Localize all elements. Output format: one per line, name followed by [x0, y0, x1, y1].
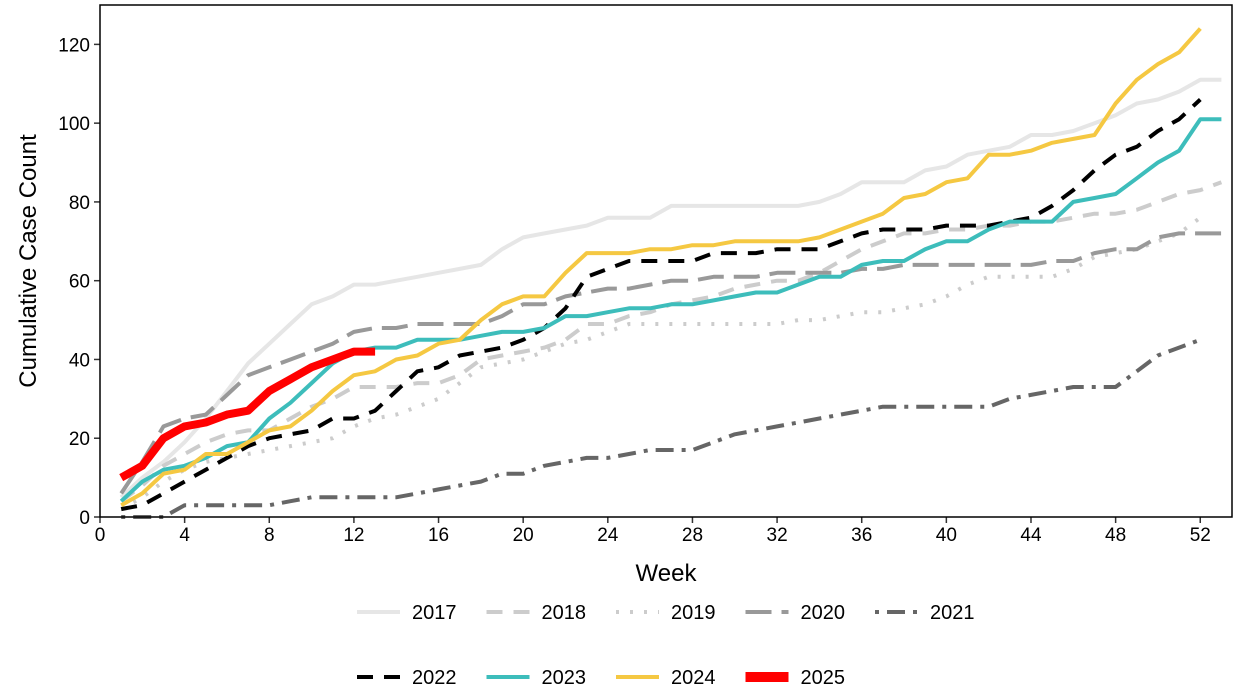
legend-label: 2024	[671, 667, 716, 689]
y-tick-label: 40	[69, 350, 90, 371]
x-tick-label: 12	[343, 525, 364, 546]
x-tick-label: 20	[513, 525, 534, 546]
y-tick-label: 0	[79, 508, 90, 529]
x-tick-label: 4	[179, 525, 190, 546]
y-tick-label: 80	[69, 193, 90, 214]
x-tick-label: 48	[1105, 525, 1126, 546]
plot-border	[99, 4, 1233, 518]
x-tick-label: 16	[428, 525, 449, 546]
series-line	[120, 27, 1202, 507]
x-tick-label: 8	[264, 525, 275, 546]
legend-label: 2020	[801, 602, 846, 624]
series-line	[119, 77, 1222, 499]
x-tick-label: 32	[767, 525, 788, 546]
x-tick-label: 52	[1190, 525, 1211, 546]
legend-label: 2022	[412, 667, 457, 689]
x-tick-label: 28	[682, 525, 703, 546]
legend-label: 2023	[542, 667, 587, 689]
x-tick-label: 40	[936, 525, 957, 546]
x-tick-label: 24	[597, 525, 619, 546]
legend-label: 2025	[801, 667, 846, 689]
x-tick-label: 36	[851, 525, 872, 546]
legend-label: 2018	[542, 602, 587, 624]
x-axis-title: Week	[636, 560, 698, 587]
x-tick-label: 44	[1020, 525, 1042, 546]
y-axis-title: Cumulative Case Count	[15, 134, 42, 388]
y-tick-label: 60	[69, 272, 90, 293]
y-tick-label: 20	[69, 429, 90, 450]
legend-label: 2021	[930, 602, 975, 624]
legend-label: 2019	[671, 602, 716, 624]
series-line	[121, 337, 1201, 519]
series-line	[119, 347, 376, 482]
x-tick-label: 0	[95, 525, 106, 546]
series-line	[120, 180, 1223, 503]
series-line	[119, 231, 1222, 495]
series-line	[119, 117, 1222, 503]
y-tick-label: 100	[58, 114, 90, 135]
legend-label: 2017	[412, 602, 457, 624]
y-tick-label: 120	[58, 35, 90, 56]
